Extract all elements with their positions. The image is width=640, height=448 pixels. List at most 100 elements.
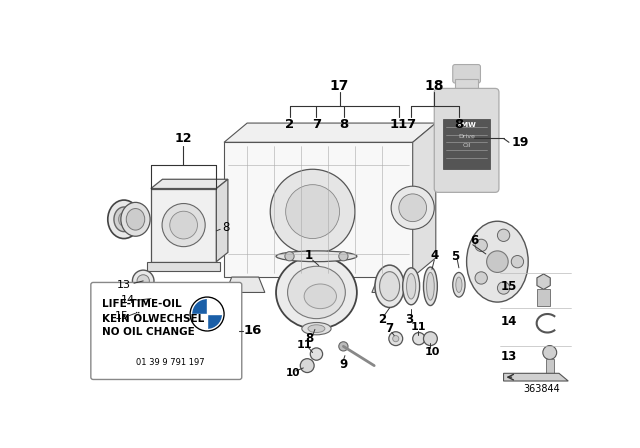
Circle shape — [391, 186, 435, 229]
Bar — [546, 359, 554, 375]
Circle shape — [497, 282, 509, 294]
Ellipse shape — [380, 271, 399, 301]
Text: 15: 15 — [115, 310, 129, 321]
Ellipse shape — [114, 207, 134, 232]
Bar — [151, 189, 216, 262]
Ellipse shape — [406, 274, 416, 299]
Circle shape — [285, 252, 294, 261]
Ellipse shape — [118, 212, 129, 226]
Text: 5: 5 — [451, 250, 459, 263]
Wedge shape — [192, 299, 207, 314]
Circle shape — [497, 229, 509, 241]
Text: 11: 11 — [297, 340, 313, 350]
Circle shape — [132, 270, 154, 292]
Text: 7: 7 — [385, 322, 394, 335]
Text: 7: 7 — [406, 118, 416, 131]
Text: 10: 10 — [424, 347, 440, 357]
Circle shape — [300, 359, 314, 373]
Text: 8: 8 — [223, 220, 230, 233]
Polygon shape — [225, 277, 265, 293]
Bar — [443, 119, 490, 169]
Circle shape — [475, 272, 488, 284]
Text: 12: 12 — [175, 132, 192, 145]
Text: 363844: 363844 — [524, 384, 561, 394]
Circle shape — [270, 169, 355, 254]
Ellipse shape — [287, 266, 346, 319]
Text: 8: 8 — [305, 332, 314, 345]
Circle shape — [399, 194, 427, 222]
Polygon shape — [216, 179, 228, 262]
Text: 11: 11 — [390, 118, 408, 131]
Circle shape — [162, 203, 205, 247]
Text: 8: 8 — [454, 118, 463, 131]
Circle shape — [339, 342, 348, 351]
Ellipse shape — [403, 268, 420, 305]
Ellipse shape — [452, 272, 465, 297]
Ellipse shape — [467, 221, 528, 302]
Ellipse shape — [304, 284, 337, 309]
Circle shape — [486, 251, 508, 272]
Text: 17: 17 — [330, 79, 349, 93]
Ellipse shape — [308, 325, 325, 332]
Text: 2: 2 — [378, 313, 386, 326]
Wedge shape — [207, 314, 222, 329]
Text: Oil: Oil — [462, 143, 471, 148]
Polygon shape — [504, 373, 568, 381]
Text: LIFE-TIME-OIL: LIFE-TIME-OIL — [102, 299, 182, 309]
Text: Drive: Drive — [458, 134, 475, 138]
Text: KEIN ÖLWECHSEL: KEIN ÖLWECHSEL — [102, 314, 205, 324]
Text: 9: 9 — [339, 358, 348, 370]
Ellipse shape — [302, 323, 331, 335]
Ellipse shape — [427, 272, 435, 300]
FancyBboxPatch shape — [435, 88, 499, 192]
Ellipse shape — [121, 202, 150, 236]
Text: 7: 7 — [312, 118, 321, 131]
Text: 15: 15 — [500, 280, 517, 293]
Text: 01 39 9 791 197: 01 39 9 791 197 — [136, 358, 204, 367]
Polygon shape — [151, 179, 228, 189]
Text: 10: 10 — [286, 368, 301, 378]
Polygon shape — [372, 277, 411, 293]
Circle shape — [543, 345, 557, 359]
Bar — [455, 79, 478, 96]
Circle shape — [310, 348, 323, 360]
Wedge shape — [192, 314, 207, 329]
Text: 18: 18 — [424, 79, 444, 93]
Bar — [538, 289, 550, 306]
Circle shape — [170, 211, 198, 239]
Ellipse shape — [424, 267, 437, 306]
Text: NO OIL CHANGE: NO OIL CHANGE — [102, 327, 195, 337]
Ellipse shape — [147, 293, 163, 304]
Text: 11: 11 — [411, 322, 427, 332]
Circle shape — [393, 336, 399, 342]
Circle shape — [137, 275, 149, 287]
Text: 2: 2 — [285, 118, 294, 131]
Polygon shape — [413, 123, 436, 277]
Ellipse shape — [276, 256, 357, 329]
Circle shape — [413, 332, 425, 345]
Ellipse shape — [126, 208, 145, 230]
Text: 1: 1 — [305, 249, 313, 262]
Ellipse shape — [456, 277, 462, 293]
Text: 13: 13 — [117, 280, 131, 290]
Polygon shape — [147, 262, 220, 271]
Polygon shape — [224, 123, 436, 142]
Wedge shape — [207, 299, 222, 314]
Text: 14: 14 — [121, 295, 135, 305]
Text: BMW: BMW — [457, 122, 477, 129]
Circle shape — [190, 297, 224, 331]
Text: 14: 14 — [500, 315, 517, 328]
Circle shape — [511, 255, 524, 268]
Ellipse shape — [108, 200, 140, 238]
Circle shape — [475, 239, 488, 251]
Text: 4: 4 — [430, 249, 438, 262]
Text: 19: 19 — [512, 136, 529, 149]
Text: 13: 13 — [501, 350, 517, 363]
Circle shape — [424, 332, 437, 345]
Circle shape — [389, 332, 403, 345]
Ellipse shape — [375, 265, 404, 307]
Polygon shape — [224, 142, 413, 277]
Text: 8: 8 — [340, 118, 349, 131]
Circle shape — [339, 252, 348, 261]
FancyBboxPatch shape — [452, 65, 481, 83]
